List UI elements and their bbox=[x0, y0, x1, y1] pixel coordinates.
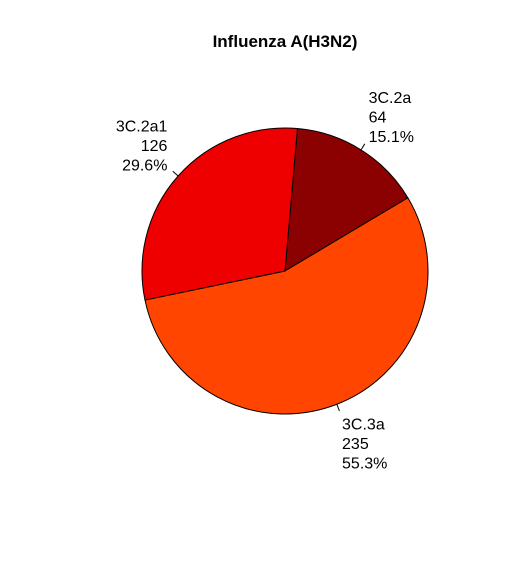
chart-title: Influenza A(H3N2) bbox=[213, 32, 358, 51]
slice-label-value: 64 bbox=[369, 109, 387, 126]
slice-label-name: 3C.2a1 bbox=[116, 118, 168, 135]
leader-line bbox=[172, 170, 179, 177]
slice-labels: 3C.2a 64 15.1% 3C.3a 235 55.3% 3C.2a1 126 29.6% bbox=[116, 90, 414, 473]
slice-label-name: 3C.3a bbox=[342, 417, 385, 434]
pie-slice-3c-3a bbox=[144, 197, 429, 415]
pie-slices bbox=[141, 127, 429, 415]
label-leaders bbox=[172, 143, 366, 412]
slice-label-value: 126 bbox=[141, 138, 168, 155]
slice-label-value: 235 bbox=[342, 436, 369, 453]
slice-label-percent: 55.3% bbox=[342, 456, 387, 473]
leader-line bbox=[360, 143, 366, 151]
leader-line bbox=[336, 404, 340, 412]
slice-label-percent: 29.6% bbox=[122, 157, 167, 174]
pie-slice-3c-2a1 bbox=[141, 127, 299, 301]
slice-label-percent: 15.1% bbox=[369, 129, 414, 146]
slice-label-name: 3C.2a bbox=[369, 90, 412, 107]
